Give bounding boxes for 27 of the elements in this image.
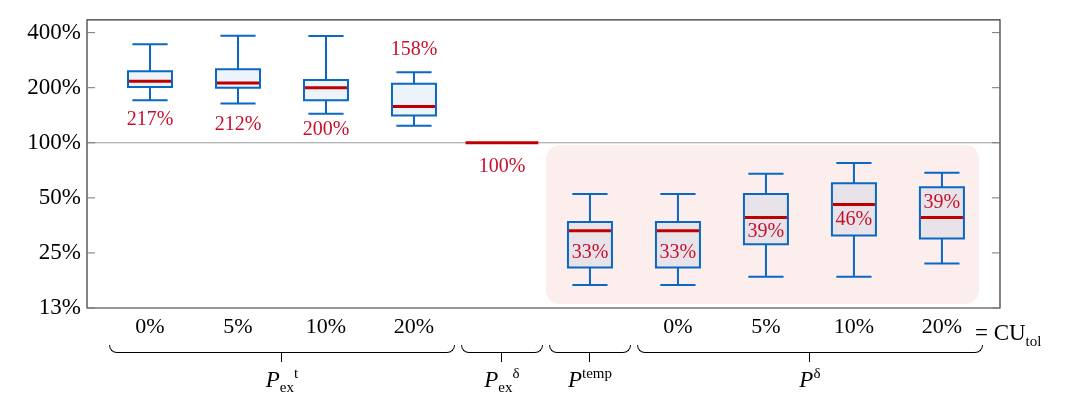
text: 158% (390, 37, 438, 60)
y-tick-label: 50% (38, 183, 81, 209)
y-tick-label: 13% (38, 294, 81, 320)
x-tick-label: 10% (305, 312, 347, 338)
text: 39% (923, 189, 961, 212)
x-tick-label: 5% (223, 312, 253, 338)
y-tick-label: 400% (27, 18, 81, 44)
y-tick-label: 25% (38, 238, 81, 264)
text: 217% (126, 107, 174, 130)
text: 200% (302, 117, 350, 140)
text: 33% (571, 240, 609, 263)
text: P$^{temp}$ (567, 365, 612, 392)
text: 100% (478, 154, 526, 177)
x-tick-label: 0% (663, 312, 693, 338)
x-axis-title: = CU$_{tol}$ (974, 320, 1042, 349)
x-tick-label: 0% (135, 312, 165, 338)
x-tick-label: 5% (751, 312, 781, 338)
x-tick-label: 20% (921, 312, 963, 338)
text: 33% (659, 240, 697, 263)
text: 46% (835, 206, 873, 229)
y-tick-label: 100% (27, 128, 81, 154)
x-tick-label: 10% (833, 312, 875, 338)
text: P$^{δ}$ (799, 365, 821, 392)
x-tick-label: 20% (393, 312, 435, 338)
y-tick-label: 200% (27, 73, 81, 99)
text: 39% (747, 218, 785, 241)
text: 212% (214, 111, 262, 134)
